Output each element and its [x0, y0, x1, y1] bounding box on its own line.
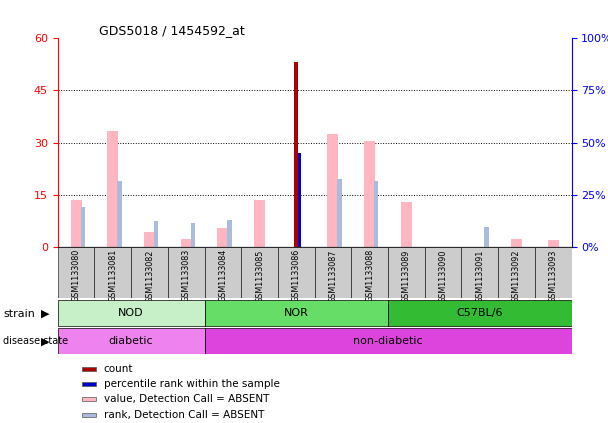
Text: GSM1133091: GSM1133091: [475, 249, 485, 302]
Text: GSM1133086: GSM1133086: [292, 249, 301, 302]
Bar: [278, 247, 315, 298]
Bar: [107, 131, 119, 247]
Bar: [425, 247, 461, 298]
Bar: [71, 201, 81, 247]
Bar: [548, 241, 559, 247]
Text: C57BL/6: C57BL/6: [457, 308, 503, 318]
Bar: [154, 221, 158, 247]
Text: GSM1133087: GSM1133087: [328, 249, 337, 302]
Text: GSM1133093: GSM1133093: [548, 249, 558, 302]
Bar: [328, 134, 339, 247]
Bar: [401, 202, 412, 247]
Text: GSM1133085: GSM1133085: [255, 249, 264, 302]
Bar: [388, 247, 425, 298]
Bar: [351, 247, 388, 298]
Text: GSM1133080: GSM1133080: [72, 249, 81, 302]
Text: non-diabetic: non-diabetic: [353, 336, 423, 346]
Text: ▶: ▶: [41, 336, 50, 346]
Text: value, Detection Call = ABSENT: value, Detection Call = ABSENT: [103, 394, 269, 404]
Text: diabetic: diabetic: [109, 336, 153, 346]
Bar: [294, 63, 299, 247]
Bar: [374, 181, 379, 247]
Bar: [190, 223, 195, 247]
Text: percentile rank within the sample: percentile rank within the sample: [103, 379, 280, 389]
Bar: [117, 181, 122, 247]
Text: ▶: ▶: [41, 309, 50, 319]
Text: GSM1133092: GSM1133092: [512, 249, 521, 303]
Bar: [498, 247, 535, 298]
Bar: [254, 201, 265, 247]
Bar: [227, 220, 232, 247]
Text: disease state: disease state: [3, 336, 68, 346]
Text: GSM1133082: GSM1133082: [145, 249, 154, 302]
Bar: [94, 247, 131, 298]
Bar: [511, 239, 522, 247]
Text: NOD: NOD: [119, 308, 144, 318]
Text: GSM1133090: GSM1133090: [438, 249, 447, 302]
Bar: [80, 207, 85, 247]
Text: GSM1133088: GSM1133088: [365, 249, 374, 302]
Text: NOR: NOR: [284, 308, 309, 318]
Bar: [461, 247, 498, 298]
Bar: [58, 328, 204, 354]
Text: GSM1133083: GSM1133083: [182, 249, 191, 302]
Bar: [315, 247, 351, 298]
Bar: [204, 247, 241, 298]
Bar: [168, 247, 204, 298]
Bar: [218, 228, 229, 247]
Text: count: count: [103, 364, 133, 374]
Text: GSM1133089: GSM1133089: [402, 249, 411, 302]
Bar: [82, 397, 95, 401]
Text: GSM1133084: GSM1133084: [218, 249, 227, 302]
Bar: [82, 413, 95, 417]
Bar: [181, 239, 192, 247]
Bar: [58, 299, 204, 326]
Bar: [82, 382, 95, 386]
Bar: [388, 299, 572, 326]
Text: strain: strain: [3, 309, 35, 319]
Bar: [364, 141, 375, 247]
Text: GDS5018 / 1454592_at: GDS5018 / 1454592_at: [99, 24, 244, 37]
Bar: [144, 232, 155, 247]
Bar: [535, 247, 572, 298]
Bar: [484, 227, 489, 247]
Bar: [204, 299, 388, 326]
Bar: [299, 153, 302, 247]
Bar: [204, 328, 572, 354]
Bar: [82, 367, 95, 371]
Bar: [337, 179, 342, 247]
Bar: [131, 247, 168, 298]
Text: GSM1133081: GSM1133081: [108, 249, 117, 302]
Bar: [241, 247, 278, 298]
Text: rank, Detection Call = ABSENT: rank, Detection Call = ABSENT: [103, 410, 264, 420]
Bar: [58, 247, 94, 298]
